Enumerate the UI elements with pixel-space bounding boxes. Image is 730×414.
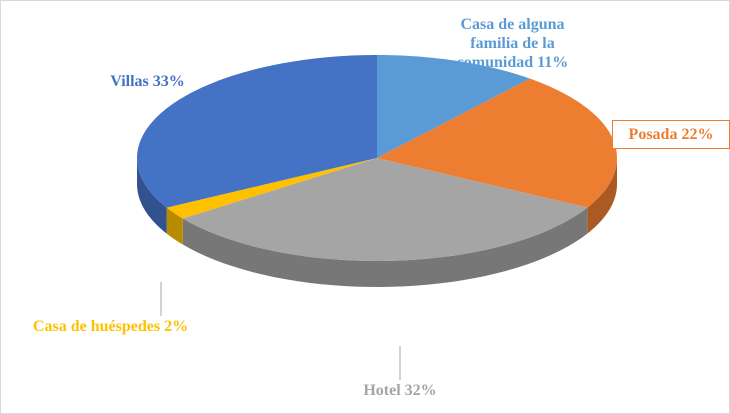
label-value: 22% [681, 126, 714, 143]
slice [137, 55, 377, 208]
label-name: Casa de alguna familia de la comunidad [456, 16, 565, 71]
label-name: Posada [628, 126, 678, 143]
slice [166, 158, 377, 219]
label-value: 11% [537, 54, 569, 71]
label-name: Hotel [363, 382, 401, 399]
slice [182, 158, 588, 261]
slice [377, 55, 530, 158]
label-value: 32% [404, 382, 437, 399]
slice [377, 78, 617, 208]
data-label: Hotel 32% [300, 381, 500, 400]
label-name: Villas [110, 73, 149, 90]
slice-side [137, 158, 167, 234]
label-value: 33% [152, 73, 185, 90]
label-value: 2% [164, 318, 189, 335]
data-label: Posada 22% [612, 120, 730, 149]
slice-side [182, 207, 588, 287]
data-label: Casa de huéspedes 2% [8, 317, 213, 336]
slice-side [587, 158, 617, 234]
label-name: Casa de huéspedes [32, 318, 161, 335]
slice-side [166, 207, 183, 245]
data-label: Casa de alguna familia de la comunidad 1… [455, 15, 570, 72]
data-label: Villas 33% [80, 72, 215, 91]
